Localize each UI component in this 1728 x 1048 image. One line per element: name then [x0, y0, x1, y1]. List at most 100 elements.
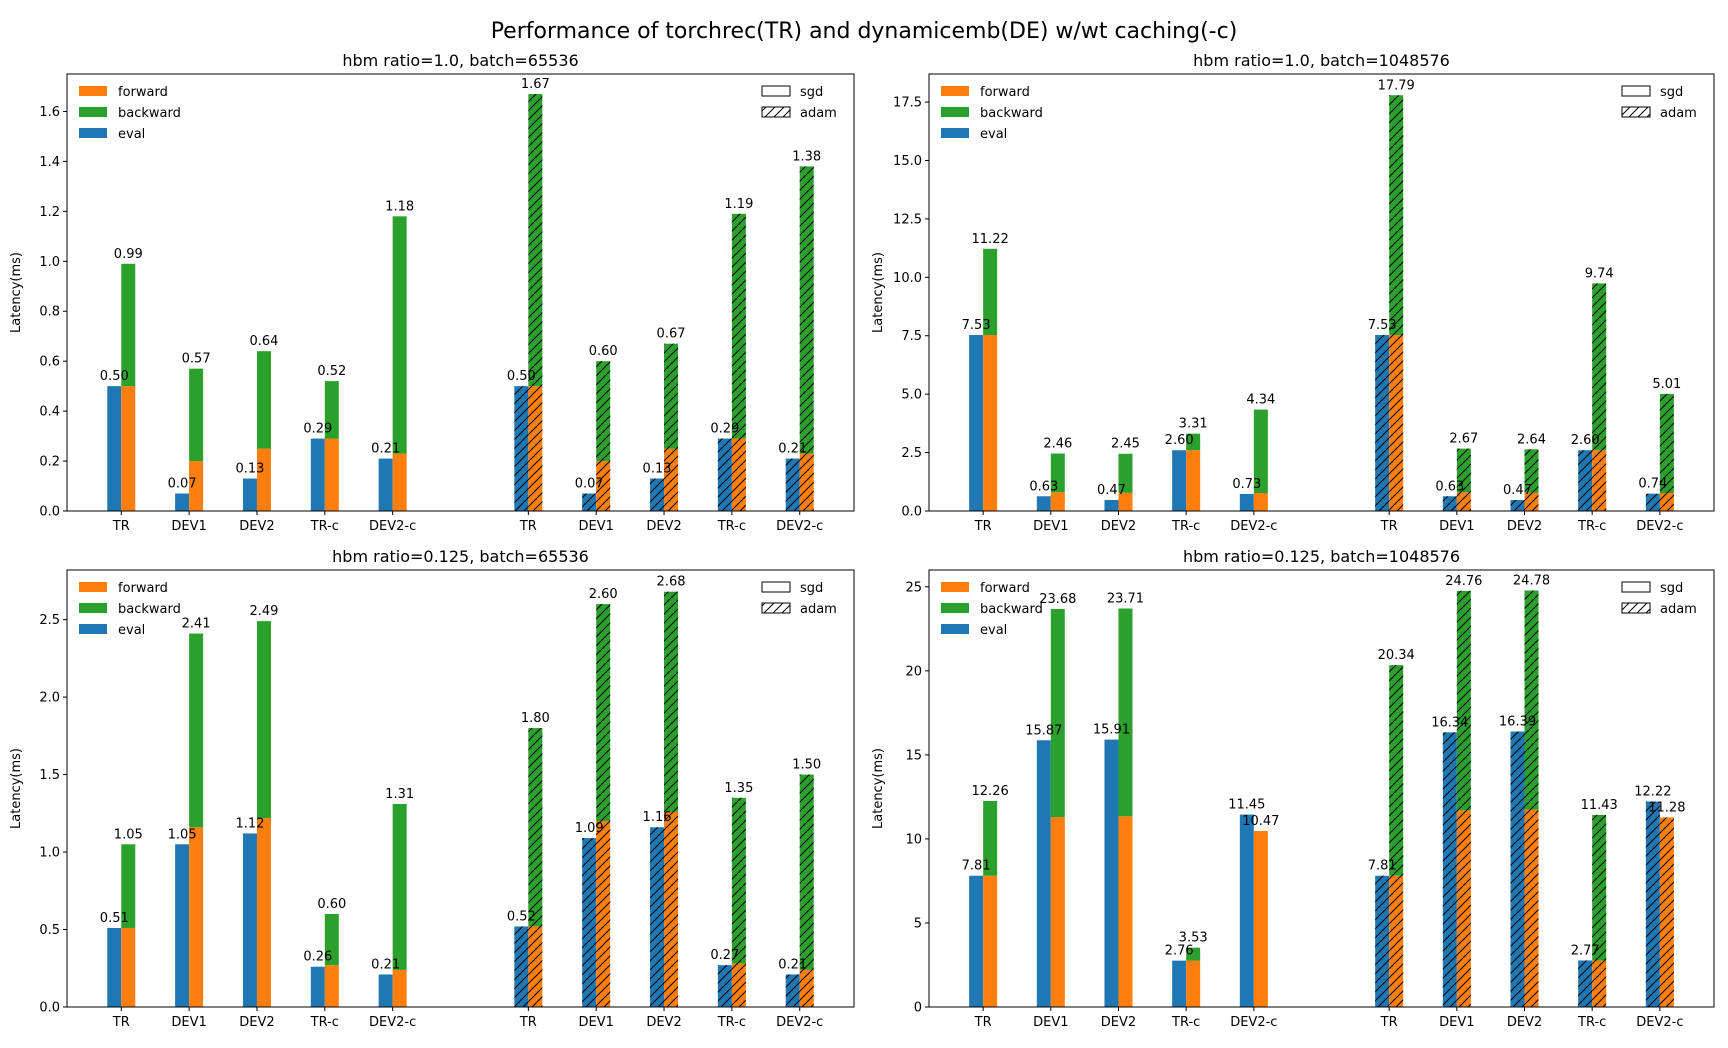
data-label-total: 5.01 [1652, 377, 1681, 392]
bar-backward [983, 800, 998, 876]
legend-swatch-backward [79, 603, 107, 613]
x-tick-label: TR [519, 519, 537, 534]
x-tick-label: DEV2-c [369, 1015, 416, 1030]
legend-swatch-hatch [1622, 603, 1650, 613]
x-tick-label: DEV2-c [1636, 519, 1683, 534]
bar-train-hatch [528, 728, 543, 1007]
legend-swatch-hatch [1622, 107, 1650, 117]
bar-forward [189, 461, 204, 511]
bar-eval-hatch [650, 827, 665, 1007]
bar-eval [1239, 814, 1254, 1007]
bar-forward [1118, 816, 1133, 1007]
data-label-eval: 0.51 [100, 911, 129, 926]
bar-backward [1186, 947, 1201, 961]
y-axis-label: Latency(ms) [871, 748, 886, 829]
data-label-total: 0.64 [249, 334, 278, 349]
data-label-eval: 0.07 [575, 477, 604, 492]
data-label-total: 4.34 [1246, 393, 1275, 408]
x-tick-label: TR [1380, 1015, 1398, 1030]
subplot-title: hbm ratio=0.125, batch=1048576 [1183, 547, 1460, 566]
y-tick-label: 0.0 [901, 505, 922, 520]
bar-eval-hatch [785, 974, 800, 1007]
y-axis-label: Latency(ms) [9, 252, 24, 333]
y-tick-label: 25 [905, 580, 922, 595]
legend-label-forward: forward [118, 85, 168, 100]
y-tick-label: 1.4 [39, 155, 60, 170]
legend-swatch-hatch [762, 107, 790, 117]
bar-eval [175, 844, 190, 1007]
x-tick-label: TR-c [1577, 1015, 1606, 1030]
legend-swatch-backward [941, 107, 969, 117]
data-label-eval: 0.21 [778, 957, 807, 972]
bar-eval-hatch [1442, 496, 1457, 511]
x-tick-label: TR-c [310, 1015, 339, 1030]
legend-swatch-forward [79, 86, 107, 96]
x-tick-label: DEV2-c [1636, 1015, 1683, 1030]
legend-label-forward: forward [980, 85, 1030, 100]
legend-swatch-eval [79, 128, 107, 138]
bar-eval [1172, 450, 1187, 511]
x-tick-label: DEV2 [1507, 1015, 1542, 1030]
y-tick-label: 2.0 [39, 691, 60, 706]
y-tick-label: 0.2 [39, 455, 60, 470]
x-tick-label: DEV2 [1507, 519, 1542, 534]
data-label-total: 1.38 [792, 149, 821, 164]
x-tick-label: DEV1 [171, 519, 206, 534]
data-label-eval: 15.91 [1093, 723, 1130, 738]
data-label-total: 2.64 [1517, 432, 1546, 447]
bar-forward [983, 335, 998, 511]
data-label-eval: 0.50 [507, 369, 536, 384]
bar-eval [969, 875, 984, 1007]
legend-label-adam: adam [1660, 106, 1697, 121]
chart-panel: hbm ratio=1.0, batch=65536 Latency(ms) 0.0… [9, 51, 855, 534]
bar-backward [392, 216, 407, 454]
bar-eval [1172, 960, 1187, 1007]
y-tick-label: 12.5 [893, 212, 922, 227]
data-label-eval: 15.87 [1025, 723, 1062, 738]
y-axis-label: Latency(ms) [9, 748, 24, 829]
bar-eval-hatch [1578, 450, 1593, 511]
data-label-eval: 0.63 [1435, 479, 1464, 494]
data-label-total: 17.79 [1378, 78, 1415, 93]
x-tick-label: DEV1 [1439, 1015, 1474, 1030]
x-tick-label: DEV1 [578, 519, 613, 534]
y-tick-label: 1.5 [39, 768, 60, 783]
legend-swatch-backward [79, 107, 107, 117]
bar-eval-hatch [582, 838, 597, 1007]
legend-swatch-eval [79, 624, 107, 634]
bar-eval [1239, 493, 1254, 511]
bar-train-hatch [1456, 448, 1471, 511]
bar-forward [1186, 960, 1201, 1007]
data-label-eval: 0.73 [1232, 477, 1261, 492]
x-tick-label: TR-c [1577, 519, 1606, 534]
data-label-total: 0.60 [589, 344, 618, 359]
legend-label-sgd: sgd [1660, 581, 1683, 596]
legend-label-sgd: sgd [800, 581, 823, 596]
bar-eval-hatch [1645, 801, 1660, 1007]
bar-eval-hatch [785, 458, 800, 511]
bar-backward [189, 633, 204, 828]
data-label-eval: 0.07 [168, 477, 197, 492]
legend-label-backward: backward [980, 602, 1043, 617]
data-label-eval: 0.21 [371, 442, 400, 457]
bar-train-hatch [664, 343, 679, 511]
plot-frame [928, 569, 1715, 1008]
legend-label-backward: backward [980, 106, 1043, 121]
data-label-eval: 0.26 [303, 950, 332, 965]
bar-eval-hatch [1375, 875, 1390, 1007]
bar-eval [1036, 496, 1051, 511]
bar-eval-hatch [650, 478, 665, 511]
data-label-total: 2.46 [1043, 437, 1072, 452]
x-tick-label: TR-c [310, 519, 339, 534]
data-label-total: 2.68 [657, 575, 686, 590]
x-tick-label: TR [112, 1015, 130, 1030]
y-tick-label: 1.0 [39, 846, 60, 861]
legend-label-eval: eval [980, 623, 1007, 638]
bar-forward [121, 927, 136, 1007]
legend-swatch-forward [941, 582, 969, 592]
data-label-eval: 11.45 [1228, 798, 1265, 813]
x-tick-label: DEV2-c [369, 519, 416, 534]
x-tick-label: DEV2 [1101, 1015, 1136, 1030]
legend-label-backward: backward [118, 602, 181, 617]
legend-swatch-hatch [762, 603, 790, 613]
